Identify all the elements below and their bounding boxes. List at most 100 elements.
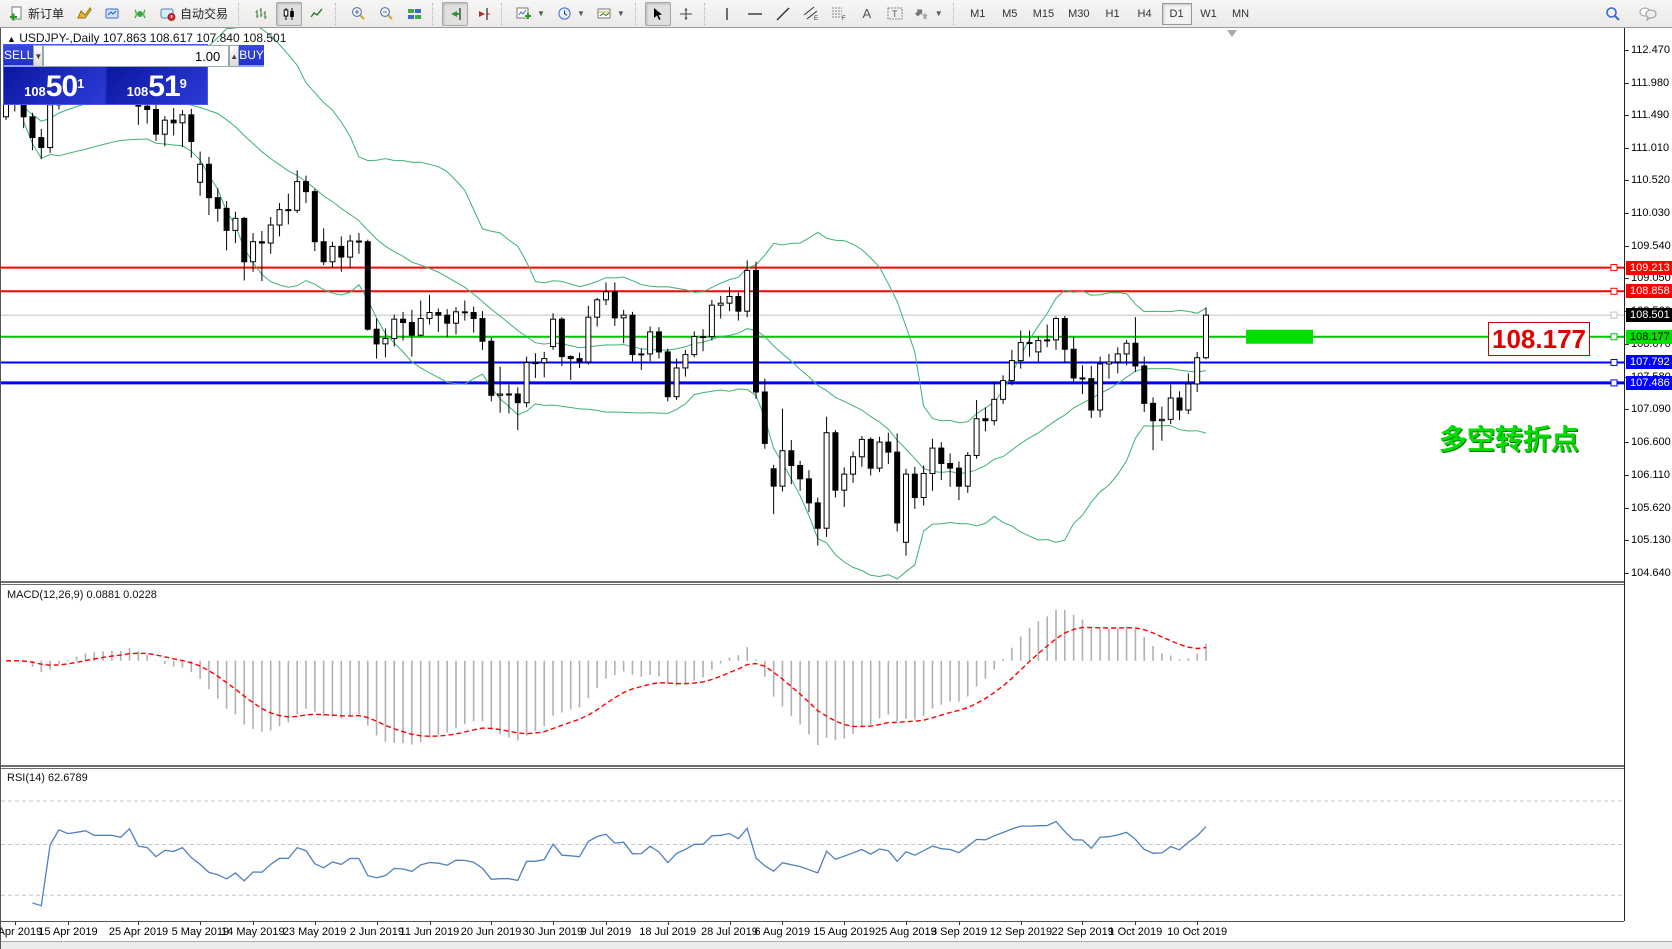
macd-chart[interactable]: [1, 585, 1624, 765]
candlestick-chart-icon: [283, 7, 294, 20]
new-order-button[interactable]: 新订单: [4, 2, 69, 26]
price-tick-label: 112.470: [1631, 44, 1670, 57]
buy-button[interactable]: BUY: [239, 45, 264, 67]
line-chart-button[interactable]: [304, 2, 330, 26]
toolbar-separator: [432, 2, 437, 25]
toolbar: 新订单 自动交易: [0, 0, 1672, 28]
panel-separator[interactable]: [1, 581, 1624, 585]
date-tick-label: 23 May 2019: [282, 926, 347, 938]
trade-panel-controls: SELL ▼ ▲ BUY: [4, 45, 264, 67]
price-tick-label: 105.620: [1631, 501, 1671, 514]
new-order-icon: [10, 6, 22, 21]
toolbar-separator: [703, 2, 709, 25]
collapse-trade-panel-icon[interactable]: ▲: [7, 34, 16, 44]
timeframe-w1-button[interactable]: W1: [1200, 7, 1217, 20]
timeframe-h4-button[interactable]: H4: [1137, 7, 1152, 20]
sell-button[interactable]: SELL: [4, 45, 34, 67]
text-label-tool-button[interactable]: T: [882, 2, 908, 26]
price-tick-mark: [1625, 180, 1629, 182]
volume-input[interactable]: [43, 45, 230, 67]
chart-window: ▲ USDJPY-,Daily 107.863 108.617 107.840 …: [0, 28, 1672, 949]
svg-text:F: F: [842, 16, 846, 21]
zoom-out-button[interactable]: [373, 2, 399, 26]
chat-button[interactable]: [1634, 2, 1662, 26]
volume-increase-button[interactable]: ▲: [229, 45, 240, 67]
new-chart-button[interactable]: ▼: [511, 2, 550, 26]
timeframe-d1-button[interactable]: D1: [1161, 2, 1192, 25]
toolbar-separator: [634, 2, 640, 25]
volume-decrease-button[interactable]: ▼: [33, 45, 44, 67]
timeframe-mn-button[interactable]: MN: [1231, 7, 1250, 20]
date-tick-mark: [253, 922, 255, 925]
auto-scroll-icon: [450, 7, 461, 20]
panel-separator[interactable]: [1, 765, 1624, 769]
rsi-chart[interactable]: [1, 769, 1624, 921]
text-tool-button[interactable]: A: [854, 2, 880, 26]
timeframe-m30-button[interactable]: M30: [1068, 7, 1090, 20]
bar-chart-button[interactable]: [248, 2, 274, 26]
auto-scroll-button[interactable]: [442, 1, 469, 26]
zoom-out-icon: [379, 7, 393, 20]
price-tag-annotation[interactable]: 108.177: [1488, 322, 1590, 356]
sell-price-big: 50: [45, 70, 78, 103]
periods-button[interactable]: ▼: [552, 2, 590, 26]
sell-price-button[interactable]: 108 50 1: [4, 67, 105, 104]
timeframe-m15-button[interactable]: M15: [1032, 7, 1055, 20]
arrows-tool-button[interactable]: ▼: [910, 2, 948, 26]
timeframe-h1-button[interactable]: H1: [1105, 7, 1120, 20]
crosshair-button[interactable]: [673, 2, 699, 26]
charts-profile-button[interactable]: [71, 2, 97, 26]
trendline-button[interactable]: [770, 2, 796, 26]
vertical-line-button[interactable]: [714, 2, 740, 26]
buy-price-prefix: 108: [126, 84, 149, 99]
date-tick-mark: [729, 922, 731, 925]
periods-clock-icon: [558, 7, 571, 20]
price-tick-mark: [1625, 572, 1629, 574]
price-tick-label: 106.600: [1631, 436, 1671, 449]
candlestick-chart[interactable]: [1, 28, 1624, 581]
crosshair-icon: [679, 7, 692, 20]
price-axis[interactable]: 112.470 111.980 111.490 111.010 110.520 110.0…: [1624, 28, 1672, 921]
price-tick-mark: [1625, 409, 1629, 411]
dropdown-caret-icon: ▼: [934, 9, 943, 18]
price-tick-mark: [1625, 245, 1629, 247]
market-watch-button[interactable]: [99, 2, 125, 26]
tile-windows-button[interactable]: [401, 2, 427, 26]
date-tick-mark: [200, 922, 202, 925]
price-level-tag: 108.177: [1626, 329, 1672, 344]
buy-price-button[interactable]: 108 51 9: [104, 67, 207, 104]
chart-shift-icon: [478, 7, 490, 20]
price-tick-mark: [1625, 442, 1629, 444]
main-price-plot[interactable]: ▲ USDJPY-,Daily 107.863 108.617 107.840 …: [1, 28, 1624, 581]
equidistant-channel-button[interactable]: E: [798, 2, 824, 26]
zoom-in-button[interactable]: [345, 2, 371, 26]
alerts-button[interactable]: [127, 2, 153, 26]
date-tick-label: 9 Jul 2019: [580, 926, 632, 938]
macd-indicator-panel[interactable]: MACD(12,26,9) 0.0881 0.0228 0.53770.00-0…: [1, 585, 1667, 766]
autotrading-icon: [160, 8, 176, 21]
price-tick-mark: [1625, 540, 1629, 542]
price-tick-mark: [1625, 278, 1629, 280]
chart-shift-button[interactable]: [470, 2, 496, 26]
rsi-indicator-panel[interactable]: RSI(14) 62.6789 1008050150: [1, 766, 1648, 923]
candlestick-chart-button[interactable]: [276, 1, 303, 26]
chat-icon: [1639, 7, 1657, 21]
pivot-point-annotation[interactable]: 多空转折点: [1439, 424, 1580, 455]
autotrading-button[interactable]: 自动交易: [155, 2, 233, 26]
price-tick-mark: [1625, 147, 1629, 149]
trade-panel-prices: 108 50 1 108 51 9: [4, 67, 207, 104]
date-tick-label: 5 Apr 2019: [0, 926, 43, 938]
search-button[interactable]: [1600, 2, 1626, 26]
date-tick-label: 11 Jun 2019: [399, 926, 460, 938]
templates-button[interactable]: ▼: [592, 2, 630, 26]
horizontal-line-button[interactable]: [742, 2, 768, 26]
cursor-button[interactable]: [644, 1, 671, 26]
fibonacci-button[interactable]: F: [826, 2, 852, 26]
timeframe-m1-button[interactable]: M1: [970, 7, 986, 20]
timeframe-m5-button[interactable]: M5: [1002, 7, 1018, 20]
price-level-tag: 108.501: [1626, 308, 1672, 323]
new-order-label: 新订单: [28, 7, 65, 21]
date-tick-label: 28 Jul 2019: [701, 926, 758, 938]
chart-shift-marker-icon[interactable]: [1227, 30, 1237, 37]
